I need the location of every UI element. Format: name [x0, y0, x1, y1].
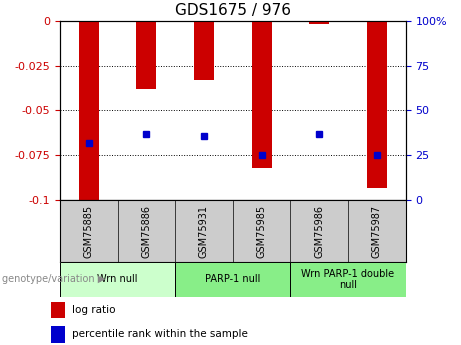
- Bar: [51, 302, 65, 318]
- Text: GSM75986: GSM75986: [314, 205, 324, 258]
- Bar: [175, 262, 290, 297]
- Text: GSM75886: GSM75886: [142, 205, 151, 258]
- Bar: [252, 21, 272, 168]
- Text: genotype/variation ▶: genotype/variation ▶: [2, 275, 106, 284]
- Text: GSM75885: GSM75885: [84, 205, 94, 258]
- Text: GSM75931: GSM75931: [199, 205, 209, 258]
- Bar: [79, 21, 99, 200]
- Text: Wrn PARP-1 double
null: Wrn PARP-1 double null: [301, 269, 395, 290]
- Bar: [367, 21, 387, 188]
- Text: PARP-1 null: PARP-1 null: [205, 275, 260, 284]
- Bar: [309, 21, 329, 24]
- Title: GDS1675 / 976: GDS1675 / 976: [175, 3, 291, 18]
- Bar: [194, 21, 214, 80]
- Text: percentile rank within the sample: percentile rank within the sample: [72, 329, 248, 339]
- Text: GSM75985: GSM75985: [257, 205, 266, 258]
- Bar: [290, 262, 406, 297]
- Text: GSM75987: GSM75987: [372, 205, 382, 258]
- Text: log ratio: log ratio: [72, 305, 116, 315]
- Bar: [60, 262, 175, 297]
- Text: Wrn null: Wrn null: [97, 275, 138, 284]
- Bar: [136, 21, 156, 89]
- Bar: [51, 326, 65, 343]
